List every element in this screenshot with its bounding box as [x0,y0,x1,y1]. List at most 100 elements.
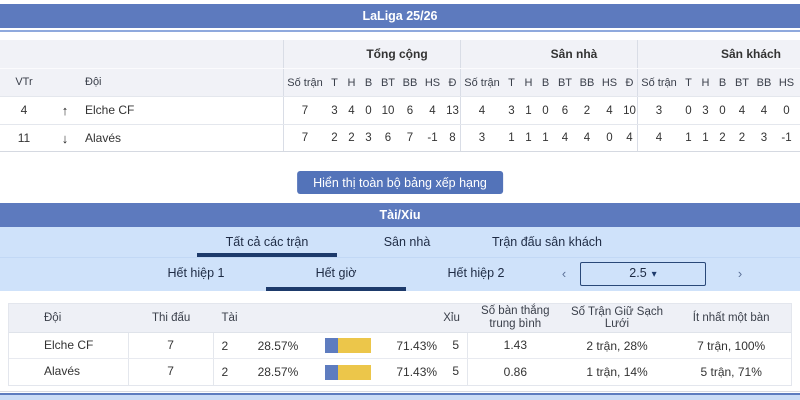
standings-column-header-row: VTr Đội Số trận T H B BT BB HS Đ Số trận T H B BT BB… [0,68,800,96]
trend-header [48,69,82,96]
tab-home[interactable]: Sân nhà [383,235,431,249]
stat-cell: Đ [625,76,634,89]
stat-cell: 0 [783,104,790,117]
stat-cell: T [508,76,515,89]
stat-cell: 1 [508,132,515,144]
stat-cell: 1 [702,132,709,144]
period-tab-row: Hết hiệp 1 Hết giờ Hết hiệp 2 ‹ 2.5 ▾ › [0,257,800,291]
bar-over-segment [325,338,339,353]
team-name: Elche CF [85,103,135,117]
stat-cell: 3 [655,104,663,117]
stat-cell: HS [778,76,795,89]
stat-cell: 2 [719,132,726,144]
stat-cell: T [685,76,692,89]
stat-cell: 4 [760,104,768,117]
tab-all-matches[interactable]: Tất cả các trận [197,227,337,257]
ou-over-header: Tài [221,312,238,324]
team-name: Alavés [85,131,122,145]
stat-cell: 3 [478,132,486,144]
line-prev-arrow[interactable]: ‹ [561,266,567,281]
ou-row-elche: Elche CF 7 2 28.57% 71.43% 5 1.43 2 trận… [9,333,791,359]
stat-cell: -1 [781,132,792,144]
stat-cell: H [347,76,356,89]
chevron-down-icon: ▾ [651,269,657,280]
avg-goals-value: 0.86 [503,364,528,379]
ou-team-header: Đội [44,312,62,324]
clean-sheets-value: 1 trận, 14% [586,365,648,379]
stat-cell: BB [579,76,595,89]
tab-away-matches[interactable]: Trận đấu sân khách [491,235,603,249]
home-stats: 4 3 1 0 6 2 4 10 [460,97,637,124]
stat-cell: 2 [583,104,591,117]
at-least-one-value: 5 trận, 71% [700,365,762,379]
trend-down-icon: ↓ [61,131,69,146]
over-under-table: Đội Thi đấu Tài Xỉu Số bàn thắng trung b… [8,303,792,386]
line-next-arrow[interactable]: › [737,266,743,281]
clean-sheets-value: 2 trận, 28% [586,338,648,353]
stat-cell: 13 [446,104,459,117]
stat-cell: 1 [525,104,532,117]
stat-cell: 4 [738,104,746,117]
stat-cell: 3 [331,104,338,117]
stat-cell: 7 [301,104,309,117]
stat-cell: BB [756,76,772,89]
under-percent: 71.43% [396,365,438,379]
under-count: 5 [437,359,468,385]
away-stats: 30304403 [637,97,800,124]
team-header: Đội [85,76,102,88]
goal-line-dropdown[interactable]: 2.5 ▾ [580,262,706,286]
stat-cell: 6 [561,104,569,117]
tab-first-half[interactable]: Hết hiệp 1 [167,266,225,280]
rank-value: 4 [20,103,28,117]
ou-at-least-one-header: Ít nhất một bàn [692,312,770,324]
over-under-bar [310,338,372,353]
tab-full-time[interactable]: Hết giờ [266,258,406,291]
stat-cell: Đ [448,76,457,89]
rank-header: VTr [15,76,33,88]
stat-cell: 1 [542,132,549,144]
ou-under-header: Xỉu [443,312,460,324]
stat-cell: 3 [702,104,709,117]
total-stats: 7 2 2 3 6 7 -1 8 [283,125,460,151]
group-home: Sân nhà [460,40,637,68]
stat-cell: 4 [348,104,355,117]
stat-cell: 3 [365,132,372,144]
stat-cell: 6 [384,132,392,144]
under-percent: 71.43% [396,338,438,353]
stat-cell: 0 [542,104,549,117]
stat-cell: -1 [427,132,438,144]
stat-cell: BB [402,76,418,89]
bar-over-segment [325,364,339,380]
divider [0,391,800,392]
standings-table: Tổng cộng Sân nhà Sân khách VTr Đội Số t… [0,40,800,152]
ou-clean-sheets-header: Số Trận Giữ Sạch Lưới [570,306,664,330]
group-spacer [0,40,283,68]
tab-second-half[interactable]: Hết hiệp 2 [447,266,505,280]
stat-cell: 3 [760,132,768,144]
over-count: 2 [221,365,229,379]
stat-cell: 1 [525,132,532,144]
show-full-standings-button[interactable]: Hiển thị toàn bộ bảng xếp hạng [297,171,503,194]
avg-goals-value: 1.43 [503,338,528,352]
stat-cell: Số trận [641,76,677,89]
ou-played-header: Thi đấu [151,312,191,324]
stat-cell: 4 [561,132,569,144]
bar-under-segment [338,364,372,380]
stat-cell: 8 [449,132,456,144]
over-under-title: Tài/Xỉu [379,208,421,222]
rank-value: 11 [17,131,31,145]
home-stat-headers: Số trận T H B BT BB HS Đ [460,69,637,96]
at-least-one-value: 7 trận, 100% [697,338,766,353]
stat-cell: 0 [606,132,613,144]
stat-cell: B [718,76,727,89]
next-section-bar [0,393,800,400]
league-header-bar: LaLiga 25/26 [0,4,800,28]
played-value: 7 [129,359,214,385]
stat-cell: 7 [406,132,414,144]
